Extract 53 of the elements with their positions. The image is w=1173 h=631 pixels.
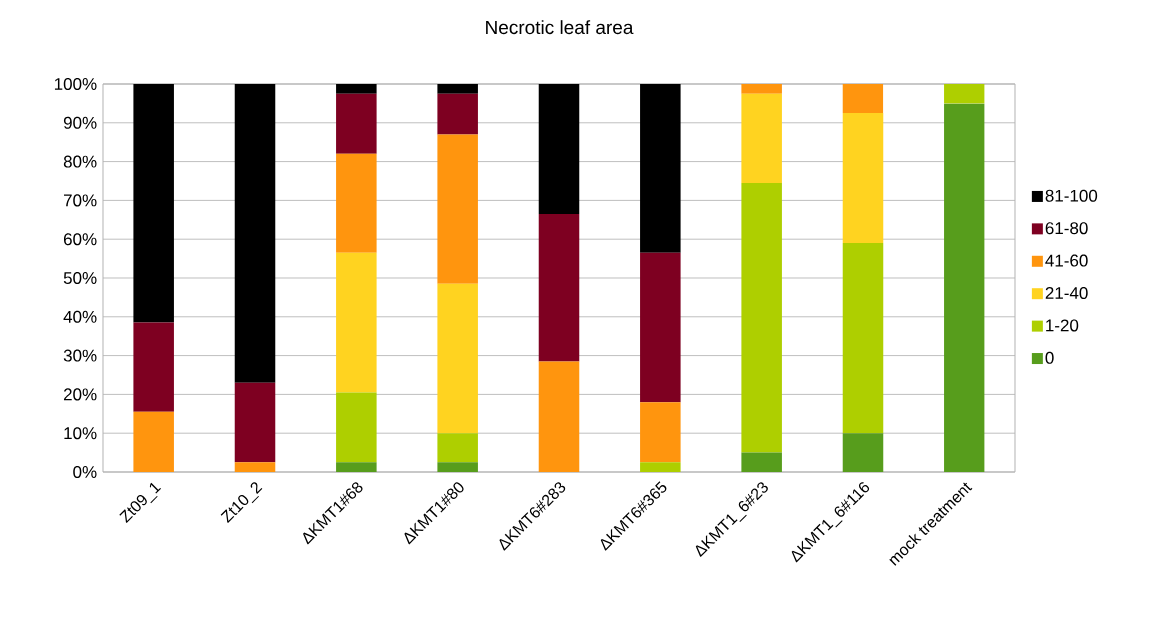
bar	[741, 93, 782, 183]
legend-label: 0	[1045, 351, 1054, 364]
bar	[437, 83, 478, 94]
y-tick-label: 70%	[64, 194, 97, 207]
bar	[133, 322, 174, 412]
bar	[437, 134, 478, 284]
y-tick-label: 80%	[63, 155, 97, 168]
chart-title: Necrotic leaf area	[486, 20, 634, 35]
bar	[437, 93, 478, 135]
bar	[336, 93, 377, 154]
bar	[944, 103, 985, 472]
y-tick-label: 50%	[63, 271, 97, 285]
bar	[538, 213, 580, 362]
legend-label: 41-60	[1045, 254, 1088, 267]
bar	[336, 462, 377, 472]
bar	[842, 83, 884, 114]
bar	[437, 462, 478, 472]
bar	[741, 83, 782, 94]
bar	[741, 182, 782, 453]
y-tick-label: 30%	[63, 349, 97, 362]
bar	[538, 361, 580, 472]
bar	[538, 83, 580, 214]
y-tick-label: 100%	[54, 77, 97, 91]
bar	[234, 83, 276, 383]
legend-label: 21-40	[1045, 286, 1088, 300]
legend-label: 1-20	[1046, 319, 1079, 332]
y-tick-label: 40%	[63, 310, 97, 323]
bar	[741, 452, 782, 472]
bar	[133, 411, 174, 472]
y-tick-label: 90%	[63, 116, 97, 129]
bar	[336, 252, 377, 393]
bar	[437, 283, 478, 434]
y-tick-label: 0%	[73, 465, 97, 479]
bar	[944, 83, 985, 104]
bar	[336, 83, 377, 94]
bar	[437, 433, 478, 463]
bar	[133, 83, 174, 323]
bar	[640, 83, 681, 253]
legend-label: 81-100	[1045, 189, 1098, 202]
bar	[234, 382, 276, 463]
bar	[842, 433, 884, 472]
bar	[640, 252, 681, 403]
bar	[640, 462, 681, 472]
bar	[234, 462, 276, 472]
y-tick-label: 20%	[63, 388, 97, 401]
legend-label: 61-80	[1045, 222, 1088, 235]
y-tick-label: 10%	[64, 427, 97, 440]
bar	[842, 243, 884, 434]
bar	[842, 113, 884, 244]
bar	[640, 402, 681, 463]
bar	[336, 392, 377, 463]
y-tick-label: 60%	[63, 233, 97, 246]
bar	[336, 153, 377, 253]
